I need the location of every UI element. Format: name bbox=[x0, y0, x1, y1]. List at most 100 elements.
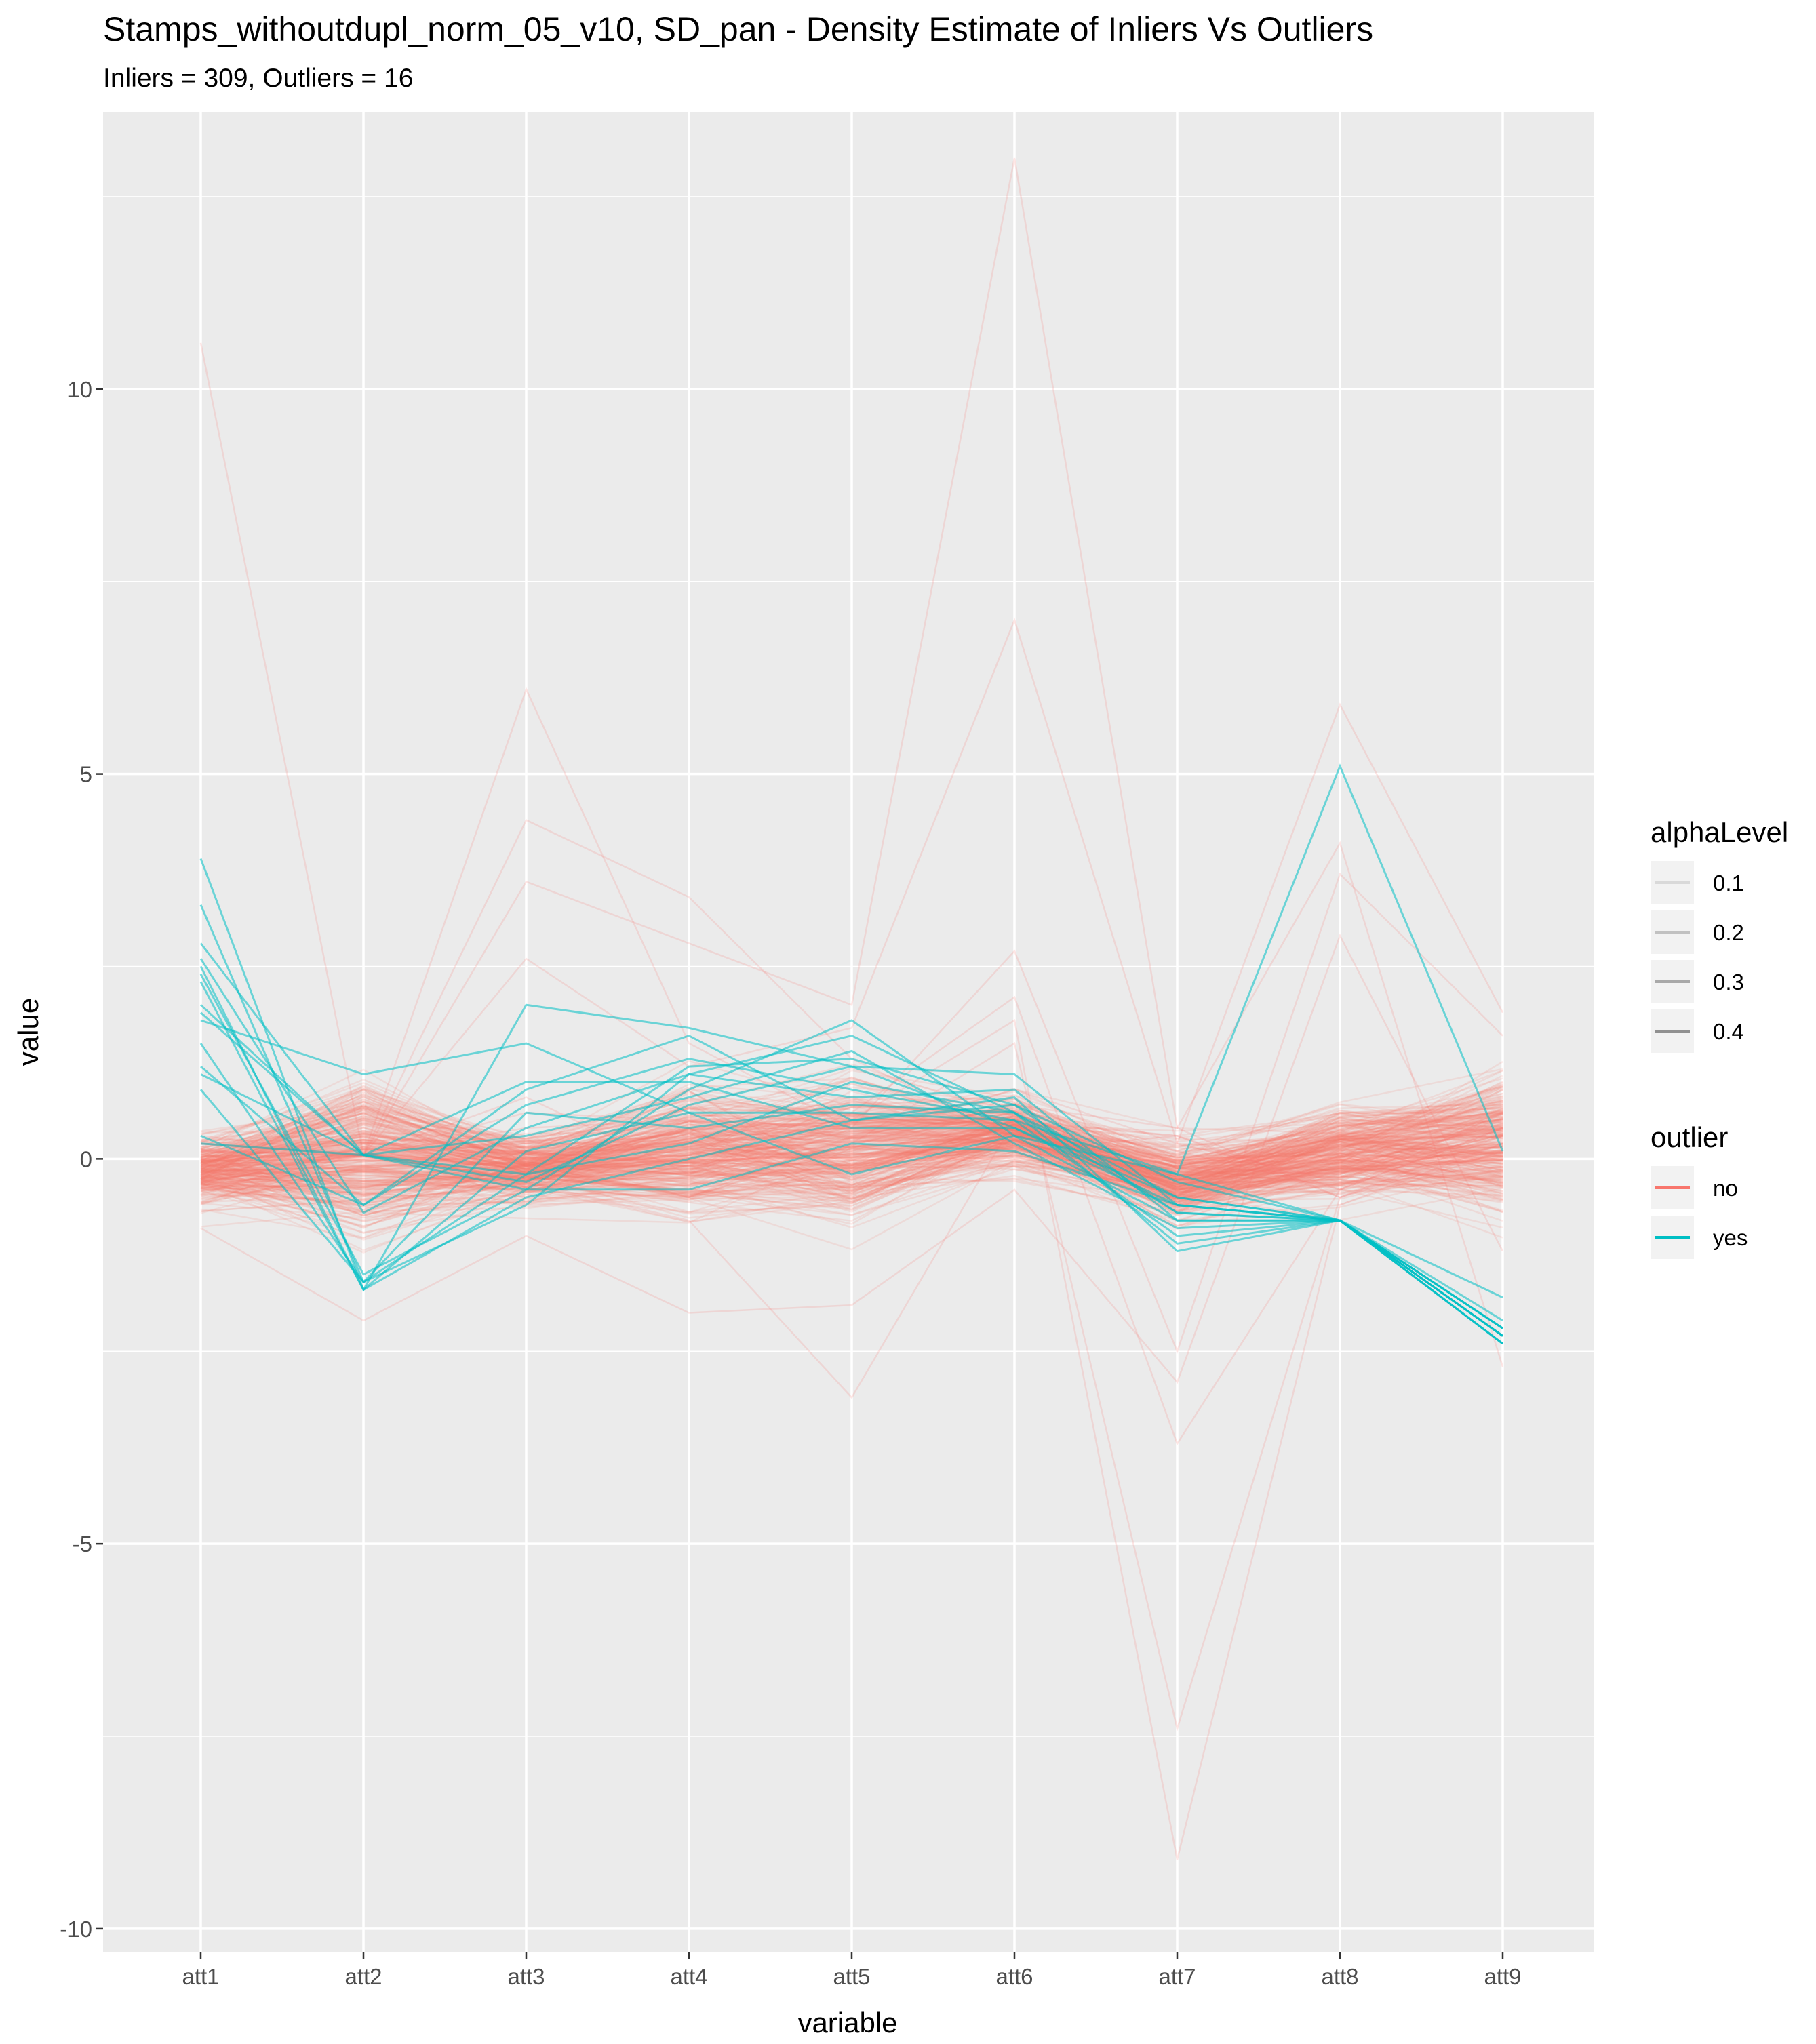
inlier-line bbox=[200, 1103, 1503, 1155]
legend-label-outlier: yes bbox=[1713, 1225, 1748, 1250]
inlier-line bbox=[200, 1126, 1503, 1217]
inlier-line bbox=[200, 1114, 1503, 1192]
inlier-line bbox=[200, 1123, 1503, 1223]
inlier-line bbox=[200, 1119, 1503, 1194]
inlier-line bbox=[200, 1097, 1503, 1194]
inlier-line bbox=[200, 1111, 1503, 1197]
x-tick-label: att9 bbox=[1484, 1964, 1521, 1989]
inlier-line bbox=[200, 1129, 1503, 1166]
inlier-line bbox=[200, 1108, 1503, 1201]
inlier-line bbox=[200, 1127, 1503, 1181]
inlier-line bbox=[200, 1123, 1503, 1239]
inlier-line bbox=[200, 1126, 1503, 1230]
inlier-line bbox=[200, 1126, 1503, 1188]
inlier-line bbox=[200, 1083, 1503, 1171]
inlier-line bbox=[200, 1125, 1503, 1165]
inlier-line bbox=[200, 1105, 1503, 1178]
inlier-line bbox=[200, 1133, 1503, 1201]
inlier-line bbox=[200, 1098, 1503, 1178]
inlier-line bbox=[200, 1098, 1503, 1186]
inlier-line bbox=[200, 1119, 1503, 1185]
inlier-line bbox=[200, 1123, 1503, 1216]
inlier-line bbox=[200, 1122, 1503, 1184]
inlier-line bbox=[200, 1089, 1503, 1182]
x-tick-label: att7 bbox=[1158, 1964, 1196, 1989]
inlier-line bbox=[200, 1138, 1503, 1183]
inlier-line bbox=[200, 1151, 1503, 1254]
inlier-line bbox=[200, 1109, 1503, 1163]
inlier-line bbox=[200, 1133, 1503, 1198]
inlier-line bbox=[200, 1068, 1503, 1159]
x-axis-title: variable bbox=[797, 2007, 897, 2039]
legend-label-alpha: 0.3 bbox=[1713, 969, 1744, 995]
inlier-line bbox=[200, 1149, 1503, 1212]
outlier-line bbox=[199, 858, 1503, 1329]
inlier-line bbox=[200, 1123, 1503, 1170]
inlier-line bbox=[200, 1099, 1503, 1164]
inlier-line bbox=[200, 1115, 1503, 1181]
legend-key-background bbox=[1651, 861, 1694, 904]
inlier-line bbox=[200, 1118, 1503, 1204]
inlier-line bbox=[200, 1112, 1503, 1169]
inlier-line bbox=[200, 1129, 1503, 1195]
inlier-line bbox=[200, 1129, 1503, 1203]
inlier-line bbox=[200, 1125, 1503, 1199]
inlier-line bbox=[200, 1111, 1503, 1195]
inlier-line bbox=[200, 1107, 1503, 1171]
inlier-line bbox=[200, 1117, 1503, 1196]
inlier-line bbox=[200, 1113, 1503, 1217]
outlier-line bbox=[199, 763, 1504, 1276]
inlier-line bbox=[200, 1142, 1503, 1223]
inlier-line bbox=[200, 1115, 1503, 1180]
inlier-line bbox=[200, 1107, 1503, 1167]
inlier-line bbox=[200, 1113, 1503, 1172]
inlier-line bbox=[200, 1117, 1503, 1191]
inlier-line bbox=[200, 1101, 1503, 1207]
inlier-line bbox=[200, 1129, 1503, 1182]
y-tick-label: 0 bbox=[80, 1146, 92, 1171]
legend-label-alpha: 0.4 bbox=[1713, 1019, 1744, 1044]
inlier-line bbox=[200, 1121, 1503, 1208]
inlier-line bbox=[200, 1118, 1503, 1206]
inlier-line bbox=[200, 1106, 1503, 1186]
inlier-line bbox=[200, 1117, 1503, 1211]
legend-label-alpha: 0.2 bbox=[1713, 920, 1744, 945]
inlier-line bbox=[200, 1141, 1503, 1188]
inlier-line bbox=[200, 1115, 1503, 1186]
inlier-line bbox=[200, 1152, 1503, 1205]
inlier-line bbox=[200, 1089, 1503, 1168]
inlier-line bbox=[200, 1118, 1503, 1188]
inlier-line bbox=[200, 1146, 1503, 1197]
inlier-line bbox=[200, 1153, 1503, 1222]
inlier-line bbox=[200, 1111, 1503, 1196]
outlier-line bbox=[199, 1004, 1503, 1322]
inlier-line bbox=[200, 1132, 1503, 1241]
inlier-line bbox=[200, 1107, 1503, 1175]
legend-key-background bbox=[1651, 1009, 1694, 1053]
inlier-line bbox=[200, 1141, 1503, 1193]
plot-panel bbox=[103, 112, 1594, 1952]
x-tick-label: att4 bbox=[670, 1964, 707, 1989]
inlier-line bbox=[200, 1109, 1503, 1183]
inlier-line bbox=[200, 1137, 1503, 1203]
inlier-line bbox=[200, 1089, 1503, 1174]
inlier-line bbox=[200, 1134, 1503, 1224]
inlier-line bbox=[200, 1088, 1503, 1155]
inlier-line bbox=[200, 1115, 1503, 1190]
x-tick-label: att5 bbox=[833, 1964, 870, 1989]
outlier-line bbox=[200, 1058, 1503, 1329]
inlier-line bbox=[200, 1090, 1503, 1184]
inlier-line bbox=[200, 1148, 1503, 1200]
inlier-line bbox=[200, 1106, 1503, 1199]
inlier-line bbox=[200, 1121, 1503, 1169]
inlier-line bbox=[200, 1118, 1503, 1180]
inlier-line bbox=[200, 1136, 1503, 1201]
inlier-line bbox=[200, 1082, 1503, 1157]
inlier-line bbox=[200, 1133, 1503, 1185]
inlier-line bbox=[200, 1150, 1503, 1214]
inlier-line bbox=[200, 1150, 1503, 1222]
inlier-line bbox=[200, 1092, 1503, 1178]
legend-title-alphalevel: alphaLevel bbox=[1651, 816, 1788, 848]
inlier-line bbox=[200, 1123, 1503, 1227]
